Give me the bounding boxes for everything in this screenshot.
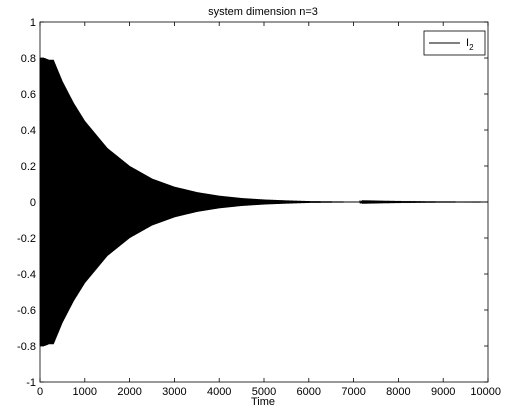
x-axis: 0 1000 2000 3000 4000 5000 6000 7000 8000 9000 100… [37, 22, 501, 398]
x-tick-label: 6000 [297, 386, 321, 398]
y-tick-label: -0.4 [17, 269, 36, 281]
plot-area [39, 21, 489, 383]
y-tick-label: -0.6 [17, 305, 36, 317]
y-tick-label: 0.2 [21, 161, 36, 173]
y-tick-label: -0.2 [17, 233, 36, 245]
y-axis: -1 -0.8 -0.6 -0.4 -0.2 0 0.2 0.4 0.6 0.8 1 [17, 17, 488, 389]
x-tick-label: 3000 [162, 386, 186, 398]
x-tick-label: 2000 [117, 386, 141, 398]
y-tick-label: 1 [30, 17, 36, 29]
y-tick-label: 0.8 [21, 53, 36, 65]
legend-entry: I2 [466, 37, 474, 52]
chart-title: system dimension n=3 [208, 6, 318, 18]
x-tick-label: 0 [37, 386, 43, 398]
x-tick-label: 1000 [73, 386, 97, 398]
x-tick-label: 7000 [341, 386, 365, 398]
y-tick-label: -0.8 [17, 341, 36, 353]
legend-series-name: I [466, 37, 469, 49]
legend-series-subscript: 2 [469, 43, 474, 52]
x-tick-label: 9000 [431, 386, 455, 398]
y-tick-label: 0.4 [21, 125, 36, 137]
x-tick-label: 10000 [470, 386, 501, 398]
y-tick-label: 0.6 [21, 89, 36, 101]
x-tick-label: 4000 [207, 386, 231, 398]
x-axis-label: Time [251, 396, 275, 405]
legend: I2 [423, 30, 486, 56]
series-line-i2 [39, 57, 489, 347]
x-tick-label: 8000 [386, 386, 410, 398]
y-tick-label: 0 [30, 197, 36, 209]
y-tick-label: -1 [26, 377, 36, 389]
x-tick-label: 5000 [252, 386, 276, 398]
